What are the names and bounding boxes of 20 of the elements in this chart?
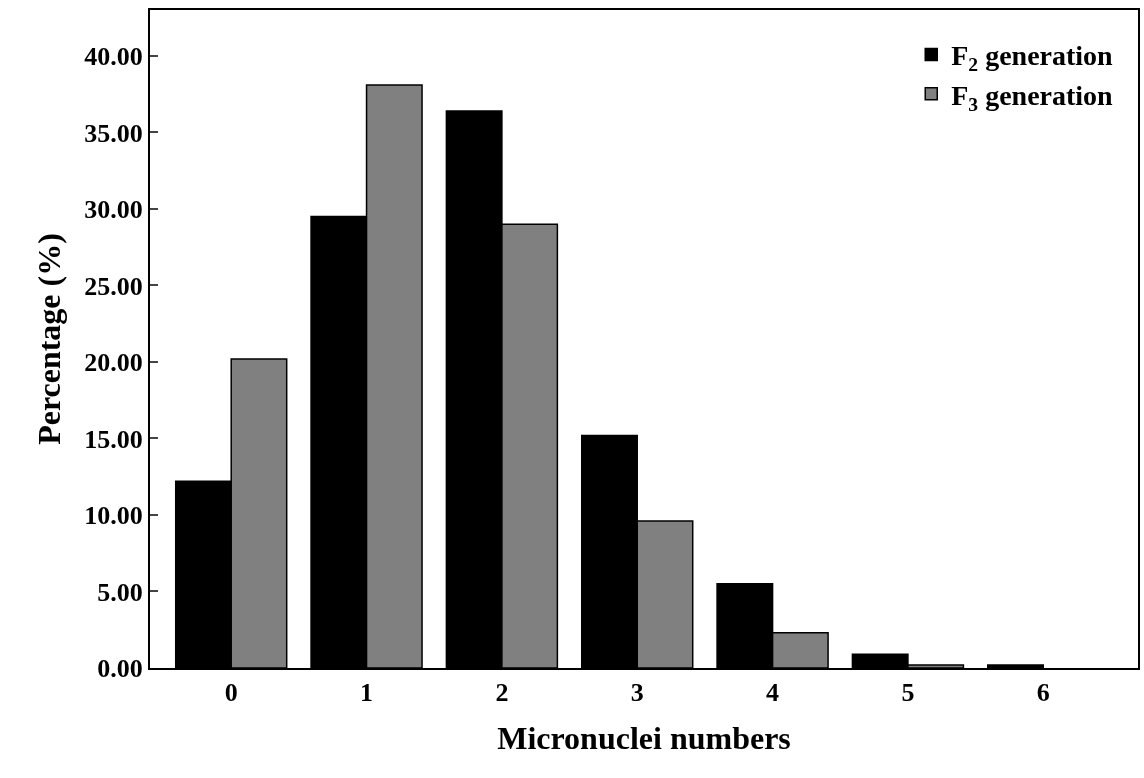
y-tick-label: 0.00: [97, 654, 143, 684]
legend-label: F$_{2}$ generation: [951, 40, 1114, 76]
y-tick-label: 35.00: [84, 118, 143, 148]
x-tick-label: 6: [1036, 678, 1050, 708]
y-tick-label: 20.00: [84, 348, 143, 378]
y-tick-label: 5.00: [97, 577, 143, 607]
x-tick-label: 4: [766, 678, 780, 708]
y-tick-label: 10.00: [84, 501, 143, 531]
x-axis-title: Micronuclei numbers: [497, 719, 791, 756]
y-tick-label: 30.00: [84, 195, 143, 225]
y-tick-label: 40.00: [84, 42, 143, 72]
y-axis-title: Percentage (%): [31, 233, 68, 445]
legend-label: F$_{3}$ generation: [951, 79, 1114, 115]
x-tick-label: 2: [495, 678, 509, 708]
x-tick-label: 5: [901, 678, 915, 708]
x-tick-label: 3: [630, 678, 644, 708]
y-tick-label: 25.00: [84, 271, 143, 301]
y-tick-label: 15.00: [84, 424, 143, 454]
x-tick-label: 0: [224, 678, 238, 708]
x-tick-label: 1: [360, 678, 374, 708]
